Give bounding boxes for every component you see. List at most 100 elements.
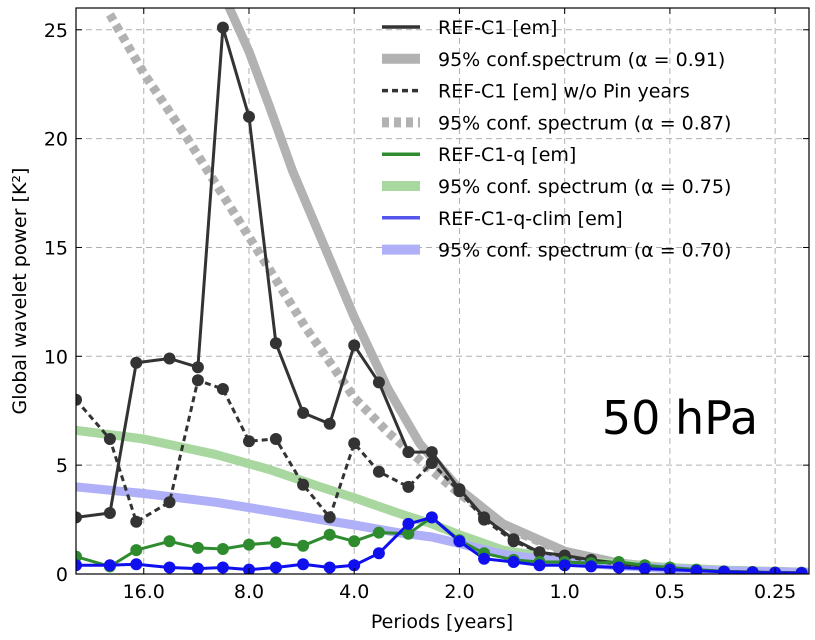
- series-3-point: [191, 541, 204, 554]
- x-tick-label: 0.25: [754, 581, 796, 603]
- series-4-point: [507, 556, 520, 568]
- x-tick-label: 1.0: [550, 581, 580, 603]
- series-4-point: [533, 559, 546, 572]
- series-4-point: [746, 566, 759, 574]
- pressure-level-annotation: 50 hPa: [602, 391, 758, 445]
- series-4-point: [558, 559, 571, 572]
- x-tick-label: 4.0: [339, 581, 369, 603]
- series-3-point: [348, 535, 361, 548]
- series-1-point: [297, 406, 310, 419]
- y-tick-label: 10: [44, 346, 68, 368]
- series-2-point: [76, 393, 82, 406]
- y-tick-label: 5: [56, 455, 68, 477]
- series-4-point: [348, 559, 361, 572]
- series-4-point: [269, 561, 282, 574]
- data-points: [76, 21, 808, 574]
- series-4-point: [297, 558, 310, 571]
- series-3-point: [402, 527, 415, 540]
- series-2-point: [507, 535, 520, 548]
- series-4-point: [130, 558, 143, 571]
- series-1-point: [348, 339, 361, 352]
- series-1-point: [216, 21, 229, 34]
- series-2-point: [216, 383, 229, 395]
- x-tick-label: 2.0: [444, 581, 474, 603]
- legend-label: 95% conf. spectrum (α = 0.87): [438, 112, 731, 134]
- series-1-point: [323, 417, 336, 430]
- x-axis-label: Periods [years]: [371, 611, 513, 633]
- series-4-point: [718, 565, 730, 574]
- series-line-2: [76, 378, 802, 574]
- series-3-point: [323, 528, 336, 541]
- y-axis-label: Global wavelet power [K²]: [9, 168, 31, 415]
- series-3-point: [130, 544, 143, 557]
- series-2-point: [533, 546, 546, 559]
- series-2-point: [478, 513, 491, 526]
- series-3-point: [243, 538, 255, 551]
- series-2-point: [453, 485, 466, 498]
- x-tick-label: 0.5: [655, 581, 685, 603]
- series-1-point: [425, 446, 438, 459]
- series-4-point: [795, 567, 808, 574]
- series-4-point: [103, 559, 116, 572]
- series-4-point: [191, 562, 204, 574]
- series-1-point: [243, 110, 255, 123]
- y-tick-label: 25: [44, 20, 68, 42]
- series-3-point: [216, 543, 229, 555]
- legend-label: REF-C1-q [em]: [438, 144, 576, 166]
- series-2-point: [372, 465, 385, 478]
- series-1-point: [103, 507, 116, 519]
- series-2-point: [191, 374, 204, 387]
- series-4-point: [76, 559, 82, 572]
- legend-label: REF-C1-q-clim [em]: [438, 208, 623, 230]
- series-4-point: [216, 561, 229, 574]
- series-4-point: [478, 552, 491, 565]
- axis-ticks: 16.0 8.0 4.0 2.0 1.0 0.5 0.25 0 5 10 15 20 25: [44, 8, 809, 603]
- x-tick-label: 16.0: [123, 581, 165, 603]
- series-4-point: [402, 517, 415, 530]
- series-4-point: [612, 561, 625, 574]
- series-4-point: [323, 561, 336, 574]
- series-1-point: [163, 352, 176, 365]
- series-2-point: [130, 515, 143, 528]
- series-1-point: [130, 356, 143, 369]
- series-3-point: [297, 539, 310, 552]
- legend-label: 95% conf.spectrum (α = 0.91): [438, 49, 725, 71]
- series-line-1: [76, 26, 802, 574]
- series-4-point: [638, 562, 651, 574]
- series-2-point: [297, 478, 310, 491]
- series-1-point: [191, 361, 204, 374]
- series-4-point: [163, 561, 176, 574]
- series-1-point: [372, 376, 385, 389]
- series-line-4: [76, 515, 802, 574]
- series-4-point: [585, 560, 598, 573]
- plot-frame: [75, 7, 810, 575]
- series-2-point: [425, 457, 438, 469]
- series-1-point: [269, 337, 282, 350]
- series-2-point: [163, 496, 176, 509]
- data-series: [76, 26, 802, 574]
- y-tick-label: 0: [56, 564, 68, 586]
- legend-label: 95% conf. spectrum (α = 0.75): [438, 176, 731, 198]
- legend-label: REF-C1 [em]: [438, 17, 557, 39]
- y-tick-label: 20: [44, 129, 68, 151]
- series-2-point: [269, 433, 282, 445]
- legend-label: REF-C1 [em] w/o Pin years: [438, 81, 690, 103]
- series-3-point: [372, 526, 385, 539]
- grid-lines: [76, 8, 809, 574]
- series-2-point: [348, 437, 361, 450]
- series-2-point: [402, 480, 415, 493]
- series-3-point: [163, 535, 176, 548]
- series-1-point: [402, 446, 415, 459]
- series-2-point: [323, 511, 336, 524]
- series-4-point: [425, 511, 438, 524]
- x-tick-label: 8.0: [234, 581, 264, 603]
- series-4-point: [453, 535, 466, 548]
- series-2-point: [243, 435, 255, 448]
- legend: REF-C1 [em] 95% conf.spectrum (α = 0.91) R…: [382, 17, 731, 262]
- series-2-point: [103, 433, 116, 445]
- series-4-point: [372, 547, 385, 560]
- legend-label: 95% conf. spectrum (α = 0.70): [438, 240, 731, 262]
- series-1-point: [76, 511, 82, 524]
- series-4-point: [690, 564, 703, 574]
